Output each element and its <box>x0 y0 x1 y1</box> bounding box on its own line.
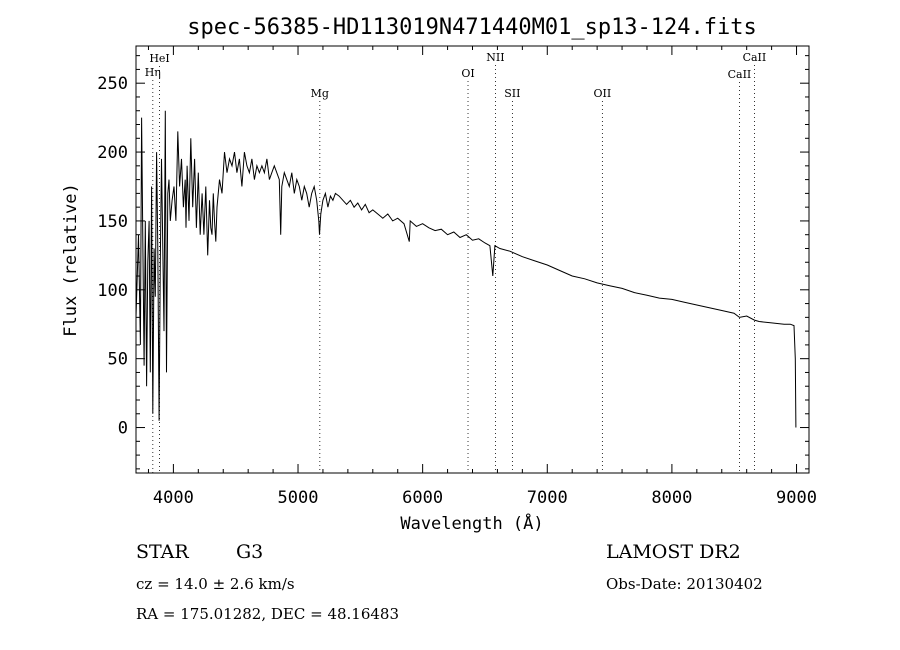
subclass: G3 <box>236 541 264 563</box>
object-type: STAR <box>136 541 189 563</box>
y-tick-label: 50 <box>108 350 128 370</box>
survey-name: LAMOST DR2 <box>606 541 741 563</box>
chart-title: spec-56385-HD113019N471440M01_sp13-124.f… <box>187 15 757 40</box>
x-tick-label: 4000 <box>153 488 194 508</box>
x-axis-ticks: 4000 5000 6000 7000 8000 9000 <box>147 46 817 508</box>
y-tick-label: 150 <box>97 212 128 232</box>
obs-date: Obs-Date: 20130402 <box>606 575 763 593</box>
annotation-label: HeI <box>149 52 169 65</box>
x-tick-label: 6000 <box>402 488 443 508</box>
x-tick-label: 9000 <box>776 488 817 508</box>
y-tick-label: 0 <box>118 419 128 439</box>
plot-frame <box>135 45 810 474</box>
annotation-label: Mg <box>311 87 329 100</box>
annotation-label: OI <box>461 67 474 80</box>
y-axis-label: Flux (relative) <box>61 183 81 337</box>
x-tick-label: 7000 <box>527 488 568 508</box>
annotation-label: OII <box>594 87 612 100</box>
annotation-label: SII <box>504 87 520 100</box>
annotation-label: Hη <box>145 66 161 79</box>
annotation-label: CaII <box>728 68 752 81</box>
y-axis-ticks: 0 50 100 150 200 250 <box>97 55 809 470</box>
coordinates: RA = 175.01282, DEC = 48.16483 <box>136 605 400 623</box>
y-tick-label: 200 <box>97 143 128 163</box>
annotation-label: CaII <box>743 51 767 64</box>
annotation-label: NII <box>486 51 504 64</box>
x-axis-label: Wavelength (Å) <box>400 512 543 534</box>
redshift-cz: cz = 14.0 ± 2.6 km/s <box>136 575 295 593</box>
x-tick-label: 5000 <box>278 488 319 508</box>
x-tick-label: 8000 <box>651 488 692 508</box>
y-tick-label: 100 <box>97 281 128 301</box>
y-tick-label: 250 <box>97 74 128 94</box>
spectrum-line <box>135 110 797 428</box>
